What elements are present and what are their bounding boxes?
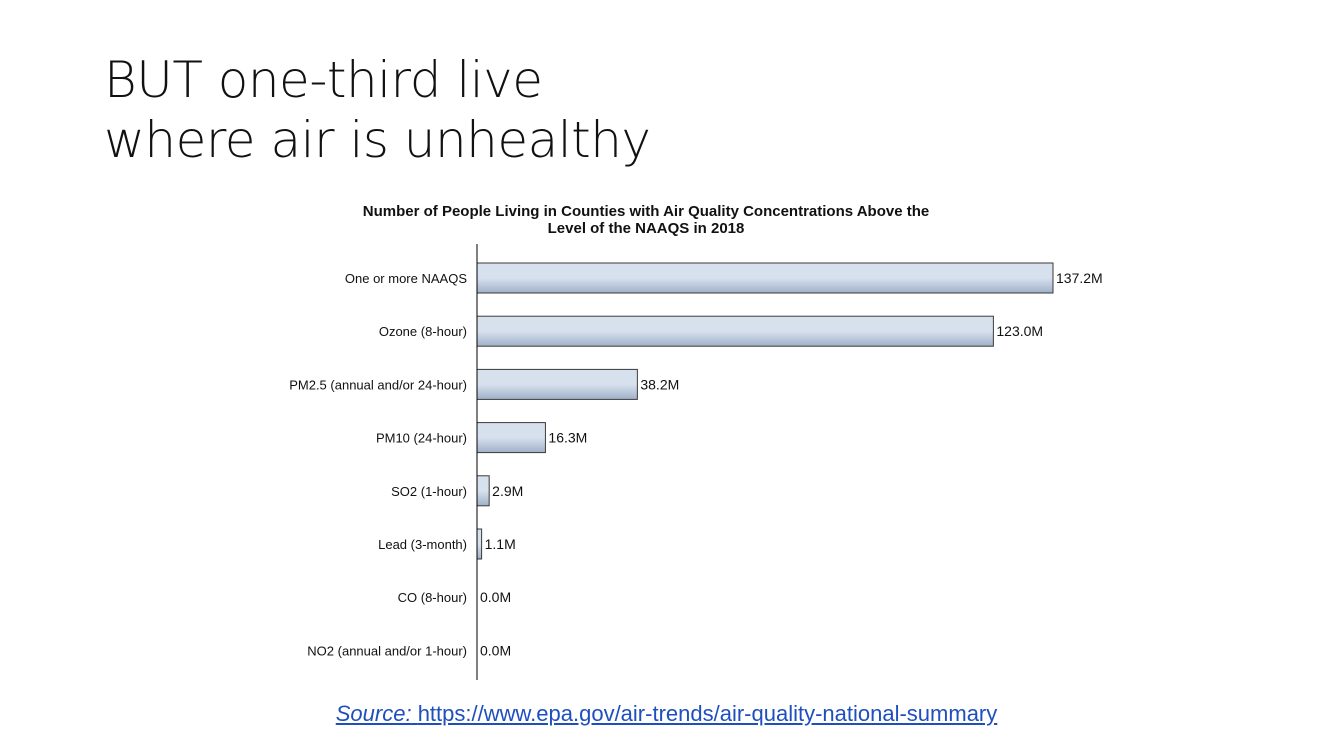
value-label: 2.9M bbox=[492, 483, 523, 499]
bar bbox=[476, 528, 483, 560]
value-label: 16.3M bbox=[548, 430, 587, 446]
slide-title-line-2: where air is unhealthy bbox=[104, 111, 651, 169]
source-citation: Source: https://www.epa.gov/air-trends/a… bbox=[0, 700, 1333, 728]
bar bbox=[476, 422, 546, 454]
chart-title-line-2: Level of the NAAQS in 2018 bbox=[548, 220, 745, 237]
value-label: 38.2M bbox=[640, 376, 679, 392]
bar bbox=[476, 315, 994, 347]
category-label: NO2 (annual and/or 1-hour) bbox=[307, 643, 467, 658]
bar bbox=[476, 368, 638, 400]
category-label: PM2.5 (annual and/or 24-hour) bbox=[289, 377, 467, 392]
slide-title-line-1: BUT one-third live bbox=[104, 51, 543, 109]
slide-title: BUT one-third live where air is unhealth… bbox=[104, 50, 651, 170]
value-label: 123.0M bbox=[996, 323, 1043, 339]
bar-chart: Number of People Living in Counties with… bbox=[289, 203, 1103, 680]
bar bbox=[476, 262, 1054, 294]
source-url: https://www.epa.gov/air-trends/air-quali… bbox=[417, 701, 998, 726]
category-label: One or more NAAQS bbox=[345, 271, 467, 286]
category-label: CO (8-hour) bbox=[398, 590, 467, 605]
value-label: 1.1M bbox=[485, 536, 516, 552]
category-label: SO2 (1-hour) bbox=[391, 484, 467, 499]
chart-title-line-1: Number of People Living in Counties with… bbox=[363, 203, 929, 220]
category-label: Ozone (8-hour) bbox=[379, 324, 467, 339]
category-label: PM10 (24-hour) bbox=[376, 431, 467, 446]
source-label: Source: bbox=[335, 701, 412, 726]
bar bbox=[476, 475, 490, 507]
source-link[interactable]: Source: https://www.epa.gov/air-trends/a… bbox=[336, 701, 998, 726]
value-label: 0.0M bbox=[480, 589, 511, 605]
value-label: 0.0M bbox=[480, 642, 511, 658]
category-label: Lead (3-month) bbox=[378, 537, 467, 552]
value-label: 137.2M bbox=[1056, 270, 1103, 286]
